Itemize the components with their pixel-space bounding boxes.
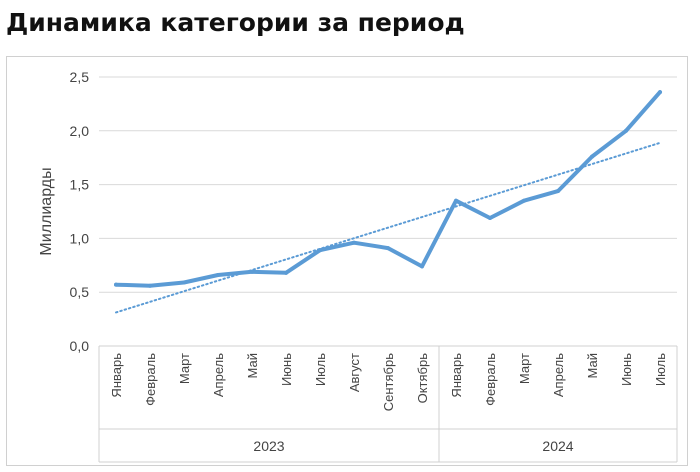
trendline <box>115 141 661 314</box>
x-tick-label: Июнь <box>279 353 294 386</box>
data-point <box>624 128 628 133</box>
x-tick-label: Март <box>517 353 532 384</box>
x-tick-label: Июль <box>653 353 668 386</box>
y-tick-label: 2,5 <box>70 69 90 85</box>
data-point <box>148 283 152 288</box>
y-tick-label: 2,0 <box>70 123 90 139</box>
data-point <box>386 246 390 251</box>
data-point <box>556 189 560 194</box>
series-line <box>114 90 662 288</box>
x-tick-label: Февраль <box>143 353 158 406</box>
data-point <box>352 240 356 245</box>
data-point <box>488 215 492 220</box>
data-point <box>658 90 662 95</box>
y-tick-label: 1,0 <box>70 230 90 246</box>
gridlines <box>99 76 677 347</box>
data-point <box>522 198 526 203</box>
x-tick-label: Апрель <box>551 353 566 397</box>
data-point <box>182 280 186 285</box>
x-tick-label: Март <box>177 353 192 384</box>
x-tick-label: Июль <box>313 353 328 386</box>
x-tick-label: Июнь <box>619 353 634 386</box>
y-axis-title: Миллиарды <box>38 167 55 255</box>
x-tick-label: Август <box>347 353 362 392</box>
y-tick-label: 0,0 <box>70 338 90 354</box>
x-tick-label: Февраль <box>483 353 498 406</box>
data-point <box>590 154 594 159</box>
x-tick-label: Январь <box>449 353 464 398</box>
data-point <box>250 269 254 274</box>
chart-frame: 0,0 0,5 1,0 1,5 2,0 2,5 Миллиарды Январь Февра… <box>6 56 688 466</box>
y-tick-label: 1,5 <box>70 177 90 193</box>
data-point <box>114 282 118 287</box>
x-tick-label: Сентябрь <box>381 353 396 411</box>
data-point <box>216 272 220 277</box>
y-axis-ticks: 0,0 0,5 1,0 1,5 2,0 2,5 <box>70 69 90 354</box>
x-tick-label: Апрель <box>211 353 226 397</box>
page-title: Динамика категории за период <box>6 8 465 37</box>
data-point <box>318 248 322 253</box>
data-point <box>420 264 424 269</box>
x-tick-label: Май <box>585 353 600 378</box>
data-point <box>454 198 458 203</box>
data-point <box>284 270 288 275</box>
year-label: 2024 <box>542 438 573 454</box>
x-tick-label: Май <box>245 353 260 378</box>
line-chart: 0,0 0,5 1,0 1,5 2,0 2,5 Миллиарды Январь Февра… <box>38 69 678 463</box>
y-tick-label: 0,5 <box>70 284 90 300</box>
x-tick-label: Январь <box>109 353 124 398</box>
series-layer <box>114 90 662 314</box>
year-label: 2023 <box>253 438 284 454</box>
x-tick-label: Октябрь <box>415 353 430 404</box>
x-axis: Январь Февраль Март Апрель Май Июнь Июль Август… <box>98 345 678 463</box>
